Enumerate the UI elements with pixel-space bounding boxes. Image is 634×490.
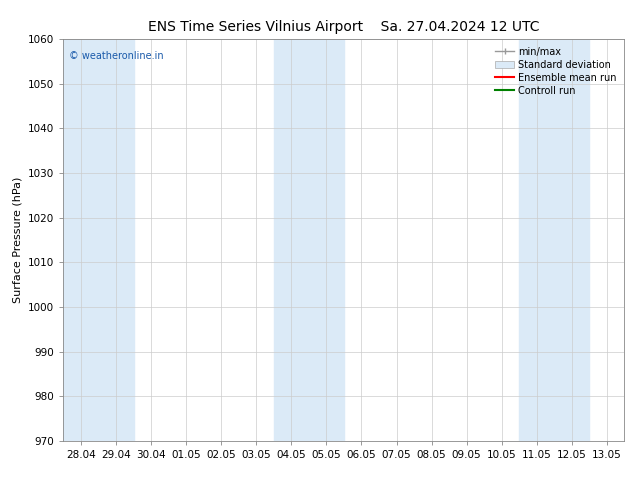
Bar [274,39,344,441]
Bar [519,39,590,441]
Y-axis label: Surface Pressure (hPa): Surface Pressure (hPa) [13,177,23,303]
Legend: min/max, Standard deviation, Ensemble mean run, Controll run: min/max, Standard deviation, Ensemble me… [492,44,619,98]
Bar [63,39,134,441]
Text: © weatheronline.in: © weatheronline.in [69,51,164,61]
Title: ENS Time Series Vilnius Airport    Sa. 27.04.2024 12 UTC: ENS Time Series Vilnius Airport Sa. 27.0… [148,20,540,34]
